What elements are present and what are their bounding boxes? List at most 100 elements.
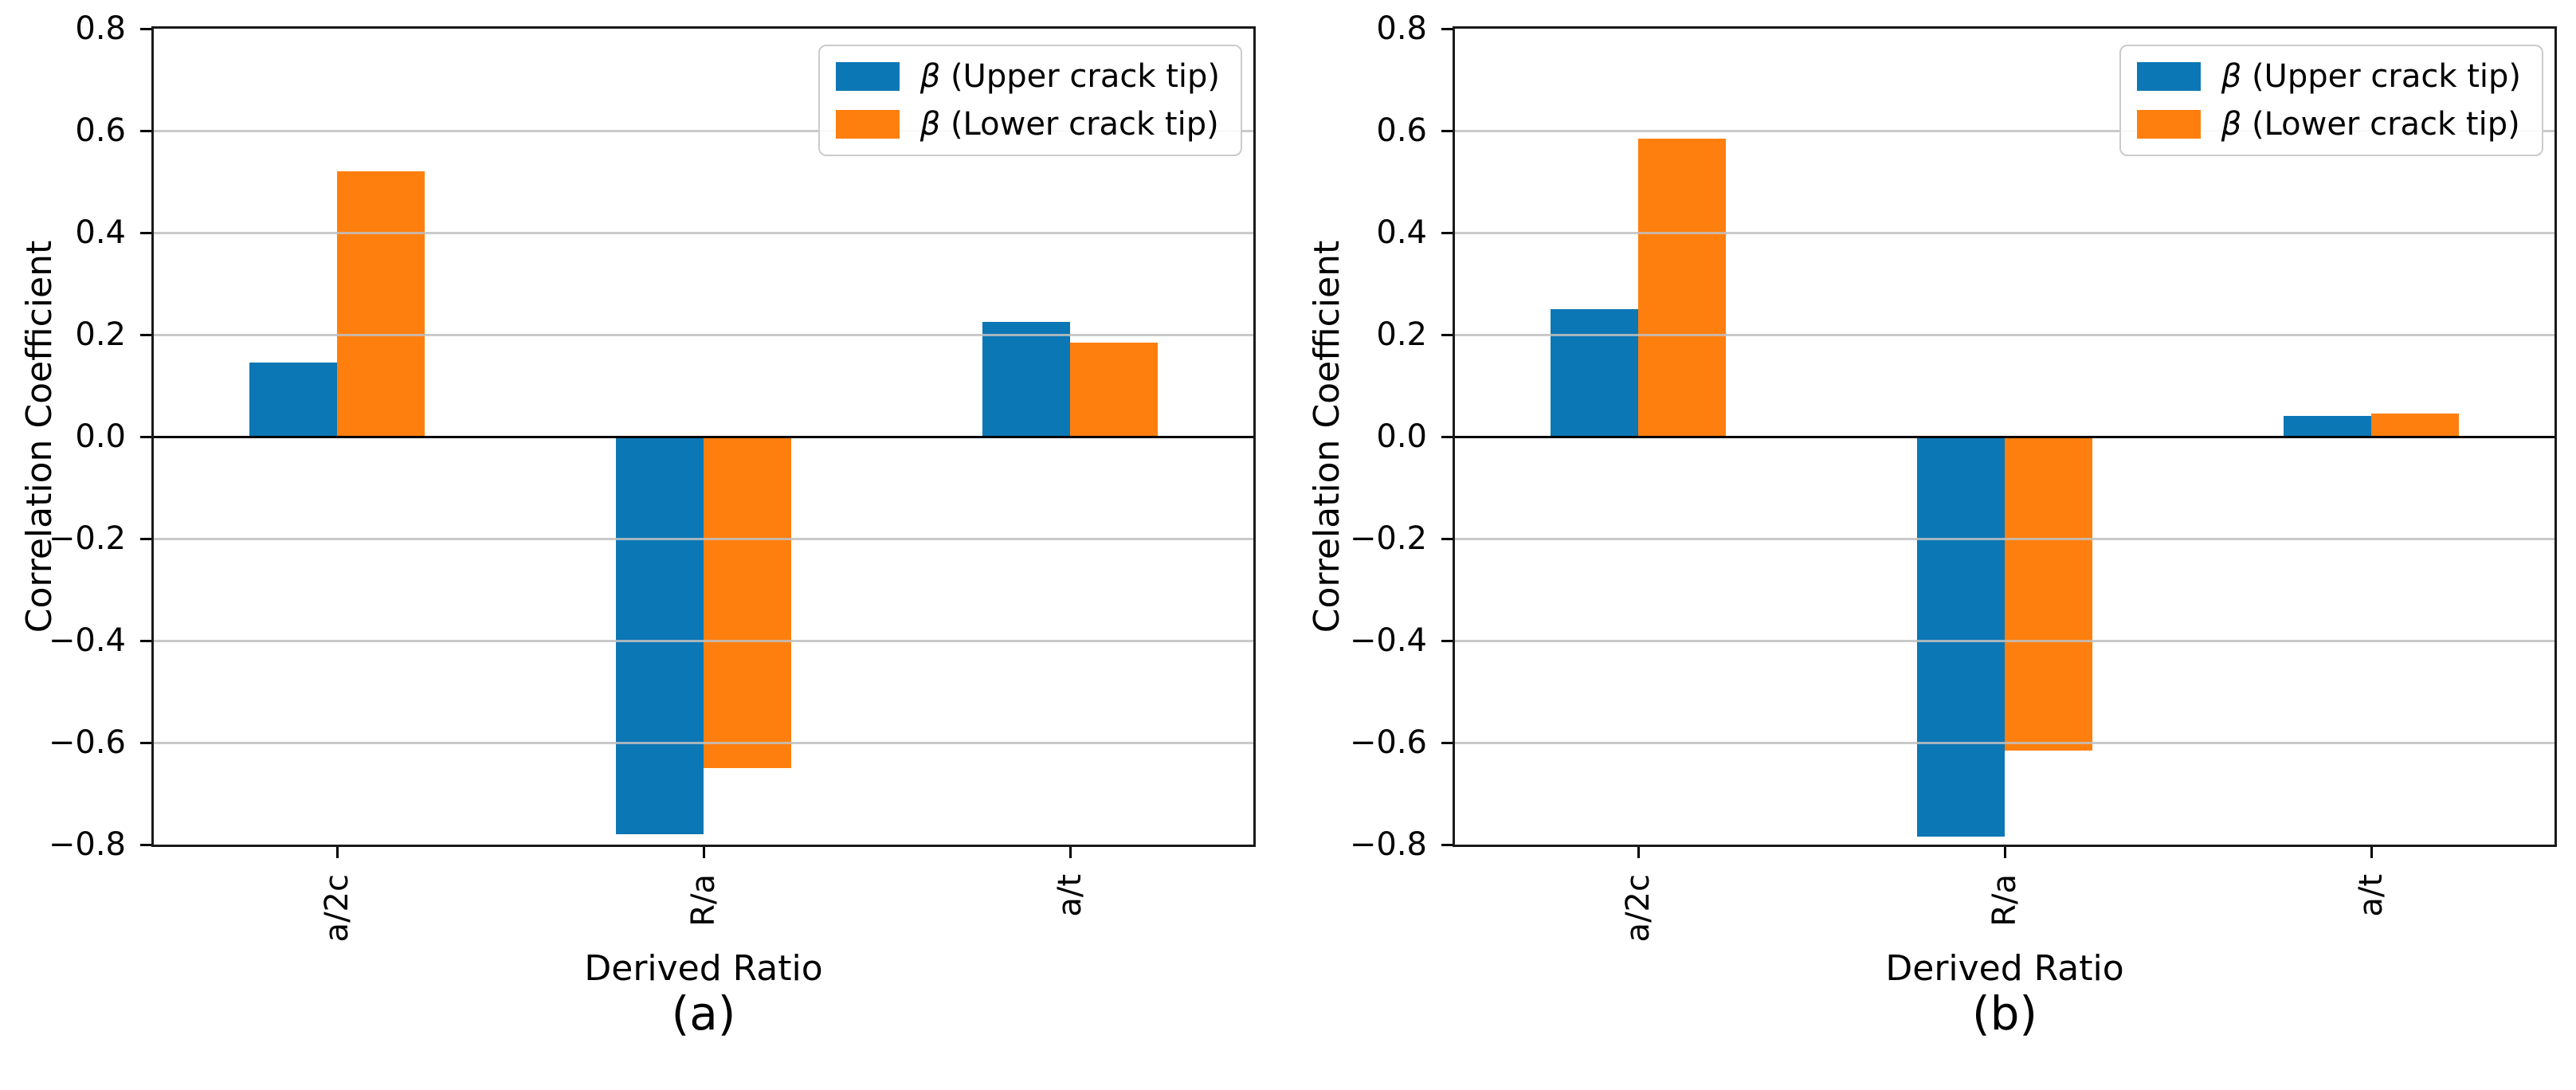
x-tick-label: a/t	[2353, 874, 2390, 917]
y-tick-label: 0.0	[75, 418, 126, 455]
gridline	[1455, 333, 2554, 336]
legend-text-upper: (Upper crack tip)	[940, 58, 1220, 95]
x-tick-label: a/2c	[319, 874, 355, 943]
beta-symbol: β	[2221, 58, 2242, 95]
y-tick-mark	[140, 129, 151, 132]
gridline	[154, 129, 1253, 132]
x-tick-mark	[702, 847, 705, 858]
y-tick-label: −0.2	[48, 520, 126, 557]
x-axis-label: Derived Ratio	[1885, 948, 2124, 989]
legend-label-upper: β (Upper crack tip)	[920, 59, 1220, 94]
bar-a/t-lower	[1070, 342, 1159, 437]
y-tick-label: 0.4	[1376, 214, 1427, 251]
x-tick-mark	[2003, 847, 2006, 858]
legend-text-lower: (Lower crack tip)	[2241, 106, 2520, 143]
bar-a/t-upper	[2283, 416, 2371, 437]
bar-R/a-upper	[1916, 437, 2005, 837]
legend-item-upper: β (Upper crack tip)	[835, 59, 1220, 94]
y-tick-label: −0.6	[48, 724, 126, 761]
x-tick-mark	[1637, 847, 1640, 858]
x-tick-mark	[335, 847, 339, 858]
x-axis-label: Derived Ratio	[584, 948, 823, 989]
y-tick-mark	[140, 435, 151, 438]
bar-R/a-upper	[615, 437, 704, 835]
bar-a/2c-upper	[1550, 309, 1638, 437]
y-tick-mark	[1441, 333, 1453, 336]
y-tick-mark	[140, 843, 151, 846]
legend: β (Upper crack tip) β (Lower crack tip)	[2119, 45, 2543, 156]
y-tick-mark	[1441, 27, 1453, 30]
bar-a/t-lower	[2371, 414, 2460, 437]
legend-label-upper: β (Upper crack tip)	[2221, 59, 2521, 94]
gridline	[1455, 231, 2554, 234]
y-tick-label: 0.2	[75, 316, 126, 353]
zero-line	[154, 435, 1253, 438]
y-tick-mark	[1441, 435, 1453, 438]
beta-symbol: β	[919, 58, 941, 95]
bar-R/a-lower	[704, 437, 792, 768]
gridline	[1455, 741, 2554, 744]
y-tick-label: −0.2	[1349, 520, 1427, 557]
legend: β (Upper crack tip) β (Lower crack tip)	[817, 45, 1242, 156]
x-tick-label: R/a	[1986, 874, 2023, 927]
gridline	[1455, 639, 2554, 642]
y-tick-mark	[1441, 231, 1453, 234]
panel-caption: (b)	[1971, 986, 2038, 1041]
gridline	[154, 537, 1253, 540]
y-tick-mark	[140, 333, 151, 336]
y-tick-mark	[140, 741, 151, 744]
bar-a/2c-lower	[337, 171, 425, 437]
gridline	[154, 231, 1253, 234]
x-tick-label: R/a	[685, 874, 722, 927]
x-tick-label: a/t	[1052, 874, 1088, 917]
y-tick-label: 0.6	[1376, 112, 1427, 149]
beta-symbol: β	[2221, 106, 2242, 143]
zero-line	[1455, 435, 2554, 438]
legend-swatch-upper	[835, 62, 900, 91]
beta-symbol: β	[919, 106, 941, 143]
y-tick-mark	[140, 231, 151, 234]
gridline	[154, 333, 1253, 336]
y-tick-label: 0.0	[1376, 418, 1427, 455]
y-tick-label: 0.6	[75, 112, 126, 149]
legend-text-upper: (Upper crack tip)	[2241, 58, 2521, 95]
y-tick-mark	[140, 27, 151, 30]
legend-label-lower: β (Lower crack tip)	[920, 107, 1219, 142]
legend-label-lower: β (Lower crack tip)	[2221, 107, 2520, 142]
legend-item-lower: β (Lower crack tip)	[2136, 107, 2521, 142]
gridline	[1455, 537, 2554, 540]
y-tick-label: 0.4	[75, 214, 126, 251]
y-tick-label: 0.8	[1376, 10, 1427, 47]
y-tick-label: −0.4	[48, 622, 126, 659]
gridline	[154, 741, 1253, 744]
y-tick-label: −0.8	[1349, 826, 1427, 863]
y-tick-label: 0.8	[75, 10, 126, 47]
legend-item-lower: β (Lower crack tip)	[835, 107, 1220, 142]
plot-area: β (Upper crack tip) β (Lower crack tip)	[1453, 26, 2557, 847]
x-tick-label: a/2c	[1620, 874, 1657, 943]
legend-item-upper: β (Upper crack tip)	[2136, 59, 2521, 94]
y-tick-mark	[140, 537, 151, 540]
y-tick-label: −0.6	[1349, 724, 1427, 761]
y-tick-mark	[1441, 129, 1453, 132]
legend-swatch-lower	[2136, 110, 2201, 139]
panel-a: Correlation Coefficient β (Upper crack t…	[19, 10, 1256, 1041]
y-tick-mark	[140, 639, 151, 642]
legend-swatch-upper	[2136, 62, 2201, 91]
y-tick-mark	[1441, 537, 1453, 540]
y-tick-mark	[1441, 639, 1453, 642]
panel-b: Correlation Coefficient β (Upper crack t…	[1288, 0, 2575, 1090]
y-tick-label: −0.4	[1349, 622, 1427, 659]
legend-text-lower: (Lower crack tip)	[940, 106, 1219, 143]
legend-swatch-lower	[835, 110, 900, 139]
panel-caption: (a)	[671, 986, 736, 1041]
gridline	[154, 639, 1253, 642]
bar-a/2c-lower	[1638, 138, 1727, 437]
y-tick-mark	[1441, 843, 1453, 846]
bar-a/t-upper	[982, 322, 1070, 437]
y-tick-label: 0.2	[1376, 316, 1427, 353]
bar-a/2c-upper	[249, 363, 337, 437]
x-tick-mark	[1068, 847, 1072, 858]
